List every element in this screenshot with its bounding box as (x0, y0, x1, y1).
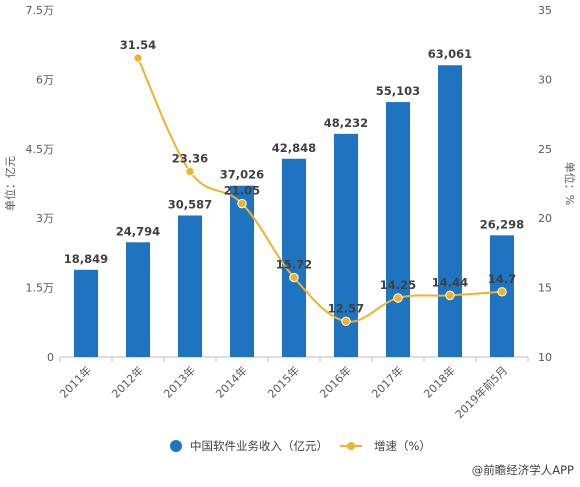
bar-value-label: 18,849 (64, 252, 108, 266)
line-value-label: 23.36 (172, 152, 208, 166)
x-tick-label: 2019年前5月 (452, 363, 510, 421)
bar-value-label: 37,026 (220, 168, 264, 182)
bar (126, 242, 150, 357)
source-note: @前瞻经济学人APP (472, 463, 574, 477)
x-tick-label: 2011年 (57, 363, 94, 400)
right-axis-tick-label: 15 (538, 282, 552, 295)
left-axis-tick-label: 7.5万 (26, 4, 55, 17)
left-axis-tick-label: 3万 (36, 212, 54, 225)
left-axis-tick-label: 6万 (36, 73, 54, 86)
right-axis-tick-label: 10 (538, 351, 552, 364)
x-tick-label: 2018年 (421, 363, 458, 400)
left-axis-tick-label: 4.5万 (26, 143, 55, 156)
line-value-label: 12.57 (328, 301, 364, 315)
right-axis-tick-label: 25 (538, 143, 552, 156)
line-point (445, 290, 455, 301)
bar-value-label: 26,298 (480, 217, 524, 231)
legend-bar-label: 中国软件业务收入（亿元） (190, 439, 328, 453)
right-axis-title: 单位：% (563, 162, 577, 205)
data-labels: 18,849 24,794 30,587 37,026 42,848 48,232 55,1… (64, 38, 524, 315)
line-point (393, 293, 403, 303)
line-value-label: 14.7 (488, 272, 516, 286)
line-point (341, 316, 351, 327)
right-axis-tick-label: 30 (538, 73, 552, 86)
bar-value-label: 55,103 (376, 84, 420, 98)
bar-series (74, 65, 514, 358)
bar-value-label: 42,848 (272, 141, 316, 155)
bar (386, 102, 410, 357)
line-point (237, 198, 247, 209)
line-value-label: 31.54 (120, 38, 156, 52)
bar-value-label: 63,061 (428, 47, 472, 61)
line-value-label: 21.05 (224, 184, 260, 198)
bar (230, 185, 254, 357)
line-point (497, 287, 507, 297)
left-axis-tick-label: 0 (47, 351, 54, 364)
bar (178, 215, 202, 357)
line-series (133, 53, 507, 327)
legend-bar-swatch (170, 440, 182, 452)
left-axis-tick-label: 1.5万 (26, 282, 55, 295)
bar-value-label: 30,587 (168, 197, 212, 211)
right-axis-tick-label: 20 (538, 212, 552, 225)
line-point (133, 53, 143, 63)
x-tick-label: 2013年 (161, 363, 198, 400)
legend-line-label: 增速（%） (374, 439, 431, 453)
legend-line-marker (347, 442, 355, 450)
bar-value-label: 48,232 (324, 116, 368, 130)
legend: 中国软件业务收入（亿元） 增速（%） (170, 439, 431, 453)
x-tick-label: 2017年 (369, 363, 406, 400)
bar (438, 65, 462, 358)
line-point (289, 272, 299, 283)
x-tick-label: 2012年 (109, 363, 146, 400)
bar (74, 269, 98, 357)
line-value-label: 14.25 (380, 278, 416, 292)
line-value-label: 15.72 (276, 258, 312, 272)
left-axis-title: 单位：亿元 (3, 156, 17, 211)
line-value-label: 14.44 (432, 275, 468, 289)
right-axis-tick-label: 35 (538, 4, 552, 17)
x-tick-label: 2016年 (317, 363, 354, 400)
bar (282, 158, 306, 357)
x-tick-label: 2015年 (265, 363, 302, 400)
line-point (185, 166, 195, 177)
x-tick-label: 2014年 (213, 363, 250, 400)
bar-value-label: 24,794 (116, 224, 160, 238)
